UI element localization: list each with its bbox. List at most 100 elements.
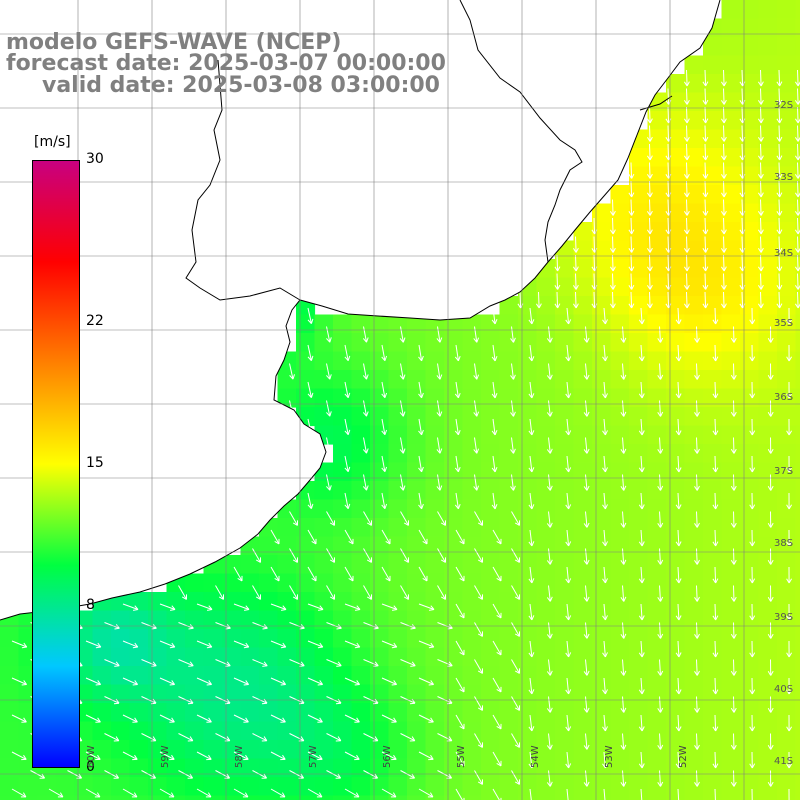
wind-cell [463,389,482,408]
wind-cell [481,315,500,334]
wind-cell [666,426,685,445]
wind-cell [722,796,741,800]
wind-cell [759,722,778,741]
wind-cell [648,777,667,796]
wind-cell [722,463,741,482]
wind-cell [463,537,482,556]
wind-cell [648,537,667,556]
wind-cell [370,333,389,352]
wind-cell [611,444,630,463]
wind-cell [796,481,800,500]
wind-cell [500,389,519,408]
wind-cell [389,796,408,800]
wind-cell [278,722,297,741]
wind-cell [500,629,519,648]
wind-cell [500,500,519,519]
wind-cell [444,666,463,685]
wind-cell [611,407,630,426]
wind-cell [481,333,500,352]
latitude-label: 39S [774,612,793,623]
wind-cell [648,592,667,611]
wind-cell [296,777,315,796]
wind-cell [296,500,315,519]
wind-cell [648,426,667,445]
wind-cell [444,611,463,630]
wind-cell [315,592,334,611]
wind-cell [241,722,260,741]
wind-cell [777,37,796,56]
wind-cell [407,389,426,408]
wind-cell [777,56,796,75]
wind-cell [537,370,556,389]
wind-cell [333,537,352,556]
wind-cell [389,722,408,741]
wind-cell [777,592,796,611]
wind-cell [500,777,519,796]
longitude-label: 52W [678,745,689,768]
wind-cell [722,444,741,463]
wind-cell [796,389,800,408]
wind-cell [592,389,611,408]
wind-cell [777,648,796,667]
wind-cell [592,777,611,796]
colorbar-tick-label: 8 [86,597,95,613]
wind-cell [722,389,741,408]
wind-cell [56,796,75,800]
wind-cell [796,19,800,38]
wind-cell [611,463,630,482]
wind-cell [703,592,722,611]
wind-cell [352,537,371,556]
wind-cell [463,611,482,630]
wind-cell [685,518,704,537]
wind-cell [574,518,593,537]
longitude-label: 59W [160,745,171,768]
wind-cell [703,574,722,593]
wind-cell [685,629,704,648]
wind-cell [629,500,648,519]
wind-cell [389,426,408,445]
wind-cell [555,481,574,500]
wind-cell [685,685,704,704]
wind-cell [407,759,426,778]
wind-cell [426,407,445,426]
wind-cell [592,592,611,611]
wind-cell [407,796,426,800]
wind-cell [407,555,426,574]
wind-cell [481,481,500,500]
wind-cell [666,555,685,574]
wind-cell [777,574,796,593]
wind-cell [167,611,186,630]
wind-cell [703,463,722,482]
wind-cell [592,796,611,800]
wind-cell [740,703,759,722]
wind-cell [333,777,352,796]
wind-cell [370,666,389,685]
wind-cell [315,555,334,574]
wind-cell [352,555,371,574]
latitude-label: 33S [774,172,793,183]
wind-cell [315,407,334,426]
wind-cell [722,740,741,759]
wind-cell [352,574,371,593]
wind-cell [93,796,112,800]
wind-cell [444,407,463,426]
wind-cell [685,574,704,593]
wind-cell [370,592,389,611]
wind-cell [629,426,648,445]
wind-cell [685,555,704,574]
wind-cell [759,333,778,352]
wind-cell [333,518,352,537]
wind-cell [740,426,759,445]
wind-cell [777,0,796,19]
wind-cell [426,722,445,741]
wind-cell [555,777,574,796]
wind-cell [796,537,800,556]
wind-cell [204,759,223,778]
wind-cell [315,611,334,630]
wind-cell [444,777,463,796]
wind-cell [796,426,800,445]
wind-cell [629,481,648,500]
wind-cell [666,389,685,408]
wind-cell [93,722,112,741]
